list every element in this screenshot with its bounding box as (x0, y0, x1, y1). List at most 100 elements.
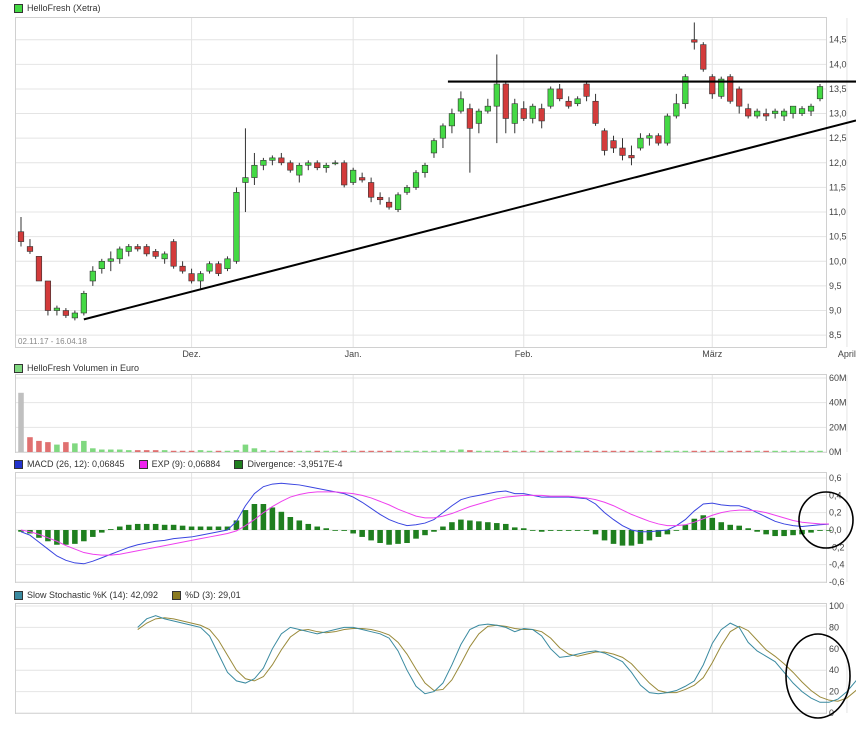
divergence-bar (817, 530, 823, 531)
candle-body (439, 125, 447, 139)
macd-divergence-bars (18, 504, 832, 546)
divergence-bar (790, 530, 796, 536)
volume-bar (386, 450, 392, 452)
divergence-bar (485, 522, 491, 530)
divergence-bar (476, 521, 482, 530)
candle-body (359, 177, 366, 181)
divergence-bar (529, 530, 536, 531)
volume-bar (718, 450, 725, 452)
d-line (137, 617, 856, 702)
candle-body (754, 110, 761, 117)
divergence-bar (305, 523, 312, 530)
candle-body (727, 76, 734, 102)
divergence-bar (161, 524, 168, 530)
macd-y-tick: 0,2 (829, 508, 842, 518)
candle-body (305, 162, 312, 166)
divergence-bar (287, 517, 294, 530)
candle-body (412, 172, 420, 188)
divergence-bar (224, 526, 231, 530)
candle-body (565, 100, 572, 107)
divergence-bar (565, 530, 572, 531)
stoch-y-ticks: 100 80 60 40 20 0 (829, 601, 844, 718)
divergence-bar (610, 530, 617, 544)
volume-bar (547, 450, 554, 452)
candle-body (798, 108, 806, 114)
divergence-bar (556, 530, 563, 531)
volume-y-tick: 60M (829, 373, 847, 383)
volume-bar (422, 450, 428, 452)
macd-legend-label: MACD (26, 12): 0,06845 (27, 459, 125, 469)
divergence-bar (467, 520, 473, 530)
x-axis-label: April (838, 349, 856, 359)
stoch-y-tick: 20 (829, 687, 839, 697)
candle-body (556, 88, 563, 100)
volume-bar (27, 437, 33, 452)
stoch-grid (16, 604, 848, 714)
divergence-bar (278, 511, 285, 530)
divergence-bar (332, 530, 338, 531)
candle-body (179, 265, 186, 272)
candle-body (574, 98, 581, 105)
volume-bar (628, 450, 635, 452)
candle-body (161, 253, 168, 260)
volume-bar (781, 450, 787, 452)
volume-bar (610, 450, 617, 452)
divergence-bar (628, 530, 635, 546)
divergence-bar (520, 528, 527, 530)
volume-swatch (14, 363, 23, 373)
candle-body (143, 246, 150, 255)
candle-body (394, 194, 402, 210)
stoch-highlight-circle (785, 633, 851, 719)
volume-bar (664, 450, 671, 452)
divergence-bar (404, 530, 410, 543)
price-legend: HelloFresh (Xetra) (14, 3, 101, 13)
candle-body (26, 246, 34, 252)
volume-bar (36, 440, 42, 452)
divergence-bar (242, 510, 249, 530)
volume-bar (520, 450, 527, 452)
divergence-bar (170, 524, 177, 530)
candle-body (745, 108, 752, 117)
divergence-bar (215, 526, 222, 530)
candle-body (502, 83, 509, 119)
volume-bar (18, 392, 24, 452)
divergence-bar (251, 504, 258, 530)
volume-bar (458, 449, 464, 452)
volume-bar (682, 450, 689, 452)
divergence-bar (422, 530, 428, 536)
candle-body (269, 157, 276, 161)
support-trendline (83, 119, 856, 321)
candle-body (807, 105, 815, 112)
volume-bar (529, 450, 536, 452)
volume-bar (188, 450, 195, 452)
k-swatch (14, 590, 23, 600)
candle-body (772, 110, 779, 114)
price-y-tick: 9,0 (829, 306, 842, 316)
candle-body (350, 169, 357, 183)
candle-body (314, 162, 321, 169)
divergence-bar (386, 530, 392, 545)
macd-y-tick: -0,6 (829, 577, 845, 587)
divergence-bar (81, 530, 87, 542)
stoch-y-tick: 40 (829, 665, 839, 675)
candle-body (583, 83, 590, 97)
divergence-legend-label: Divergence: -3,9517E-4 (247, 459, 343, 469)
divergence-bar (431, 530, 437, 532)
volume-bar (511, 450, 518, 452)
volume-bar (377, 450, 383, 452)
divergence-bar (107, 529, 114, 530)
price-y-tick: 12,0 (829, 158, 847, 168)
volume-bar (224, 450, 231, 452)
divergence-bar (583, 530, 590, 531)
volume-bar (395, 450, 401, 452)
volume-bar (251, 448, 258, 452)
candle-body (242, 177, 249, 183)
candle-body (601, 130, 608, 151)
k-line (137, 615, 856, 703)
volume-bar (431, 450, 437, 452)
divergence-bar (99, 530, 105, 533)
volume-bar (476, 450, 482, 452)
x-axis-labels: Dez. Jan. Feb. März April (182, 349, 856, 359)
exp-swatch (138, 459, 148, 469)
